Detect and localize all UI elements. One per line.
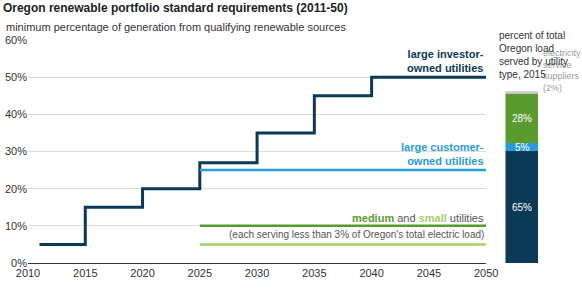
svg-text:60%: 60% [5, 34, 27, 46]
svg-text:large customer-owned utilities: large customer-owned utilities [401, 141, 484, 167]
svg-text:2050: 2050 [474, 267, 498, 279]
svg-text:28%: 28% [512, 113, 532, 124]
svg-text:2040: 2040 [359, 267, 383, 279]
svg-text:medium and small utilities: medium and small utilities [352, 212, 484, 224]
svg-text:minimum percentage of generati: minimum percentage of generation from qu… [6, 21, 346, 33]
svg-text:0%: 0% [11, 257, 27, 269]
svg-text:2030: 2030 [245, 267, 269, 279]
svg-text:2045: 2045 [417, 267, 441, 279]
svg-text:Oregon renewable portfolio sta: Oregon renewable portfolio standard requ… [3, 1, 348, 15]
svg-text:large investor-owned utilities: large investor-owned utilities [407, 48, 484, 74]
svg-text:10%: 10% [5, 220, 27, 232]
svg-text:65%: 65% [512, 202, 532, 213]
svg-text:2020: 2020 [130, 267, 154, 279]
svg-text:electricityservicesuppliers(2%: electricityservicesuppliers(2%) [543, 48, 581, 93]
svg-text:2025: 2025 [188, 267, 212, 279]
svg-text:50%: 50% [5, 71, 27, 83]
svg-text:2010: 2010 [16, 267, 40, 279]
svg-text:5%: 5% [515, 142, 530, 153]
svg-text:2015: 2015 [73, 267, 97, 279]
svg-text:30%: 30% [5, 145, 27, 157]
svg-text:(each serving less than 3% of: (each serving less than 3% of Oregon's t… [229, 229, 484, 240]
svg-text:2035: 2035 [302, 267, 326, 279]
svg-text:percent of totalOregon loadser: percent of totalOregon loadserved by uti… [499, 30, 568, 80]
svg-text:40%: 40% [5, 108, 27, 120]
svg-text:20%: 20% [5, 183, 27, 195]
